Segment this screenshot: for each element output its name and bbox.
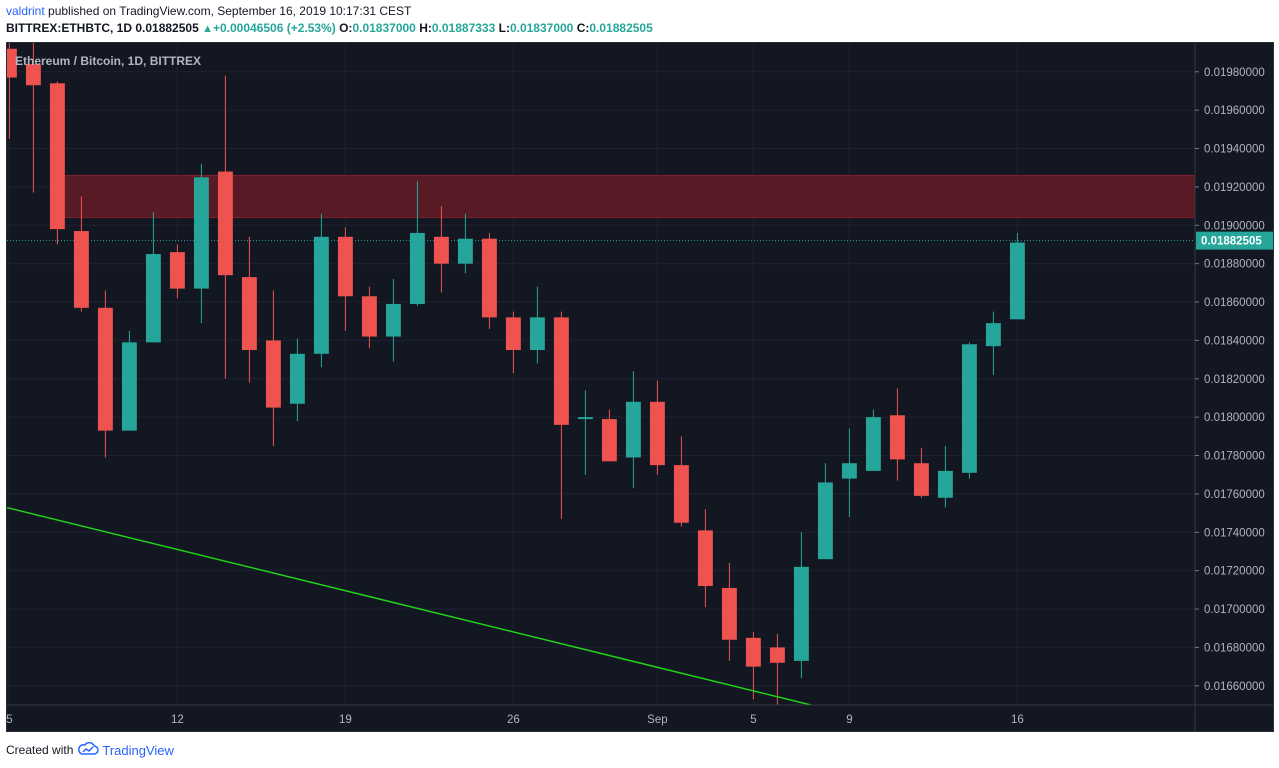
candle-body	[865, 417, 881, 471]
chart-container[interactable]: 0.01660000 0.01680000 0.01700000 0.01720000…	[6, 42, 1274, 732]
candle-body	[73, 231, 89, 308]
candle-body	[49, 83, 65, 230]
candle-body	[1009, 242, 1025, 320]
candle-body	[577, 417, 593, 420]
footer: Created with TradingView	[6, 741, 174, 758]
price-change: +0.00046506 (+2.53%)	[212, 21, 336, 35]
candle-body	[481, 238, 497, 318]
candle-body	[985, 323, 1001, 347]
published-text: published on TradingView.com, September …	[48, 4, 412, 18]
high-value: 0.01887333	[431, 21, 496, 35]
candle-body	[313, 236, 329, 354]
candle-body	[697, 530, 713, 587]
candle-body	[97, 307, 113, 431]
time-tick-label: 19	[339, 714, 352, 726]
last-price: 0.01882505	[135, 21, 199, 35]
candle-body	[673, 465, 689, 523]
candle-body	[913, 463, 929, 496]
time-tick-label: Sep	[647, 714, 667, 726]
candle-body	[841, 463, 857, 479]
price-tick-label: 0.01800000	[1204, 412, 1265, 424]
price-tick-label: 0.01660000	[1204, 681, 1265, 693]
descending-trendline	[7, 506, 812, 705]
candle-body	[529, 317, 545, 351]
time-tick-label: 16	[1011, 714, 1024, 726]
tradingview-cloud-icon	[77, 741, 100, 758]
symbol-label: BITTREX:ETHBTC, 1D	[6, 21, 132, 35]
candle-body	[745, 637, 761, 667]
candle-body	[25, 64, 41, 86]
open-value: 0.01837000	[352, 21, 416, 35]
price-tick-label: 0.01740000	[1204, 527, 1265, 539]
candle-body	[169, 252, 185, 289]
price-tick-label: 0.01680000	[1204, 642, 1265, 654]
price-tick-label: 0.01720000	[1204, 566, 1265, 578]
price-tick-label: 0.01880000	[1204, 259, 1265, 271]
up-triangle-icon: ▲	[202, 23, 213, 35]
close-label: C:	[576, 21, 590, 35]
price-tick-label: 0.01980000	[1204, 67, 1265, 79]
time-tick-label: 12	[171, 714, 184, 726]
candle-body	[193, 177, 209, 289]
low-label: L:	[498, 21, 510, 35]
resistance-zone	[64, 174, 1196, 219]
price-tick-label: 0.01780000	[1204, 451, 1265, 463]
ohlc-bar: BITTREX:ETHBTC, 1D 0.01882505 ▲+0.000465…	[6, 21, 653, 35]
close-value: 0.01882505	[589, 21, 653, 35]
candle-body	[433, 236, 449, 264]
candle-body	[361, 296, 377, 337]
candle-body	[337, 236, 353, 297]
candle-body	[145, 254, 161, 343]
time-tick-label: 5	[750, 714, 756, 726]
chart-title: Ethereum / Bitcoin, 1D, BITTREX	[15, 54, 201, 68]
candle-body	[289, 353, 305, 404]
candle-body	[769, 647, 785, 663]
candle-body	[7, 48, 17, 78]
time-tick-label: 9	[846, 714, 852, 726]
author-link[interactable]: valdrint	[6, 4, 45, 18]
price-tick-label: 0.01940000	[1204, 144, 1265, 156]
candle-body	[409, 232, 425, 304]
last-price-label: 0.01882505	[1201, 236, 1262, 248]
candle-body	[553, 317, 569, 425]
candle-body	[649, 401, 665, 466]
candle-body	[121, 342, 137, 431]
low-value: 0.01837000	[509, 21, 574, 35]
last-price-label-box	[1196, 231, 1273, 250]
candle-body	[265, 340, 281, 408]
candle-body	[505, 317, 521, 351]
candle-body	[793, 566, 809, 661]
candle-body	[721, 587, 737, 640]
price-tick-label: 0.01860000	[1204, 297, 1265, 309]
price-tick-label: 0.01840000	[1204, 335, 1265, 347]
candle-body	[385, 303, 401, 337]
candle-body	[457, 238, 473, 264]
candle-body	[601, 419, 617, 462]
price-tick-label: 0.01760000	[1204, 489, 1265, 501]
candlestick-chart[interactable]: 0.01660000 0.01680000 0.01700000 0.01720000…	[7, 43, 1273, 731]
price-tick-label: 0.01920000	[1204, 182, 1265, 194]
chart-background	[7, 43, 1273, 731]
publish-info: valdrint published on TradingView.com, S…	[6, 4, 411, 18]
high-label: H:	[419, 21, 432, 35]
tradingview-brand[interactable]: TradingView	[102, 742, 174, 758]
time-tick-label: 26	[507, 714, 520, 726]
price-tick-label: 0.01700000	[1204, 604, 1265, 616]
candle-body	[217, 171, 233, 276]
price-tick-label: 0.01960000	[1204, 105, 1265, 117]
time-tick-label: 5	[7, 714, 13, 726]
price-tick-label: 0.01900000	[1204, 220, 1265, 232]
open-label: O:	[339, 21, 353, 35]
candle-body	[241, 277, 257, 351]
candle-body	[889, 415, 905, 460]
created-with-text: Created with	[6, 743, 74, 757]
candle-body	[961, 344, 977, 473]
candle-body	[937, 470, 953, 498]
candle-body	[817, 482, 833, 560]
candle-body	[625, 401, 641, 458]
price-tick-label: 0.01820000	[1204, 374, 1265, 386]
